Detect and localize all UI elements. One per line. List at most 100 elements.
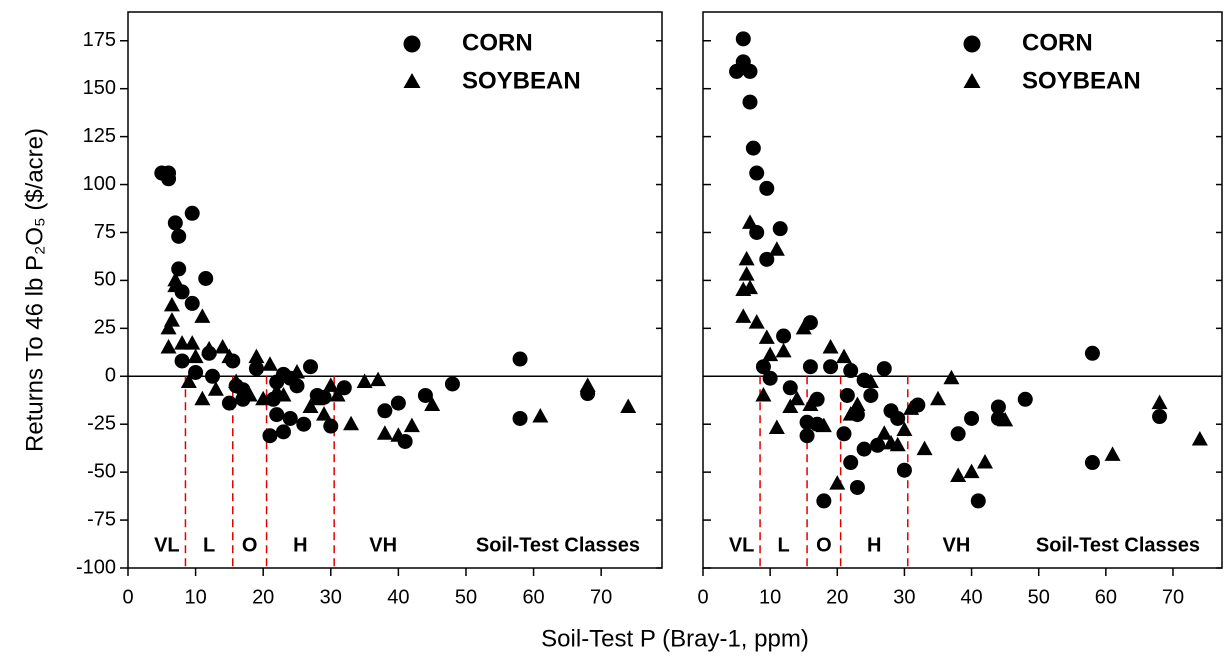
corn-point: [269, 407, 285, 423]
soybean-point: [815, 417, 832, 433]
corn-point: [323, 418, 339, 434]
x-tick-label: 0: [122, 586, 133, 608]
soybean-point: [782, 398, 799, 413]
corn-point: [184, 295, 200, 311]
corn-point: [1152, 409, 1168, 425]
soybean-point: [376, 425, 393, 440]
x-tick-label: 70: [1162, 586, 1184, 608]
class-label: O: [816, 534, 832, 556]
soybean-point: [788, 390, 805, 406]
corn-point: [167, 215, 183, 231]
soybean-point: [356, 373, 373, 389]
x-tick-label: 50: [455, 586, 477, 608]
corn-point: [512, 351, 528, 367]
corn-point: [188, 364, 204, 380]
corn-point: [755, 359, 771, 375]
soybean-point: [1151, 394, 1168, 410]
soybean-point: [424, 396, 441, 412]
soybean-point: [214, 339, 231, 354]
y-tick-label: 0: [105, 365, 116, 387]
corn-point: [849, 479, 865, 495]
soybean-point: [795, 319, 812, 335]
corn-point: [772, 221, 788, 237]
x-axis-label: Soil-Test P (Bray-1, ppm): [541, 625, 809, 652]
legend-marker: [403, 35, 421, 53]
corn-point: [964, 410, 980, 426]
soybean-point: [255, 390, 272, 406]
soybean-point: [738, 250, 755, 266]
corn-point: [745, 140, 761, 156]
soybean-point: [889, 436, 906, 452]
soybean-point: [835, 348, 852, 364]
soybean-point: [302, 398, 319, 413]
corn-point: [863, 387, 879, 403]
soybean-point: [741, 214, 758, 229]
soybean-point: [741, 279, 758, 295]
soybean-point: [403, 417, 420, 433]
soybean-point: [261, 356, 278, 371]
corn-point: [782, 380, 798, 396]
soybean-point: [579, 377, 596, 392]
soybean-point: [241, 386, 258, 402]
x-tick-label: 20: [252, 586, 274, 608]
corn-point: [262, 428, 278, 444]
soybean-point: [160, 339, 177, 354]
y-tick-label: 25: [94, 317, 116, 339]
soybean-point: [997, 411, 1014, 427]
x-tick-label: 50: [1028, 586, 1050, 608]
soybean-point: [160, 319, 177, 335]
corn-point: [198, 270, 214, 286]
x-tick-label: 0: [697, 586, 708, 608]
soybean-point: [896, 421, 913, 436]
class-title: Soil-Test Classes: [476, 534, 640, 556]
corn-point: [749, 165, 765, 181]
soybean-point: [275, 386, 292, 402]
soybean-point: [322, 377, 339, 392]
soybean-point: [163, 296, 180, 312]
legend-label: SOYBEAN: [1022, 67, 1141, 94]
corn-point: [377, 403, 393, 419]
corn-point: [950, 426, 966, 442]
soybean-point: [184, 335, 201, 350]
x-tick-label: 60: [1095, 586, 1117, 608]
corn-point: [856, 441, 872, 457]
soybean-point: [755, 386, 772, 402]
soybean-point: [1191, 431, 1208, 446]
soybean-point: [316, 406, 333, 421]
y-tick-label: 175: [83, 29, 116, 51]
soybean-point: [343, 415, 360, 431]
corn-point: [1084, 455, 1100, 471]
corn-point: [1084, 345, 1100, 361]
soybean-point: [194, 390, 211, 406]
corn-point: [221, 395, 237, 411]
y-tick-label: 100: [83, 173, 116, 195]
corn-point: [336, 380, 352, 396]
corn-point: [171, 228, 187, 244]
y-tick-label: 50: [94, 269, 116, 291]
soybean-point: [735, 308, 752, 323]
legend-label: CORN: [462, 29, 533, 56]
corn-point: [870, 437, 886, 453]
corn-point: [839, 387, 855, 403]
x-tick-label: 20: [826, 586, 848, 608]
legend-label: SOYBEAN: [462, 67, 581, 94]
corn-point: [970, 493, 986, 509]
plot-frame: [702, 11, 1223, 569]
x-tick-label: 30: [320, 586, 342, 608]
y-tick-label: 125: [83, 125, 116, 147]
corn-point: [171, 261, 187, 277]
soybean-point: [802, 396, 819, 412]
legend-label: CORN: [1022, 29, 1093, 56]
corn-point: [776, 328, 792, 344]
soybean-point: [775, 342, 792, 358]
corn-point: [735, 31, 751, 47]
corn-point: [248, 361, 264, 377]
soybean-point: [758, 329, 775, 344]
corn-point: [296, 416, 312, 432]
soybean-point: [768, 241, 785, 256]
plot-frame: [127, 11, 663, 569]
x-tick-label: 30: [893, 586, 915, 608]
x-tick-label: 60: [522, 586, 544, 608]
legend-marker: [963, 73, 981, 88]
soybean-point: [187, 348, 204, 364]
